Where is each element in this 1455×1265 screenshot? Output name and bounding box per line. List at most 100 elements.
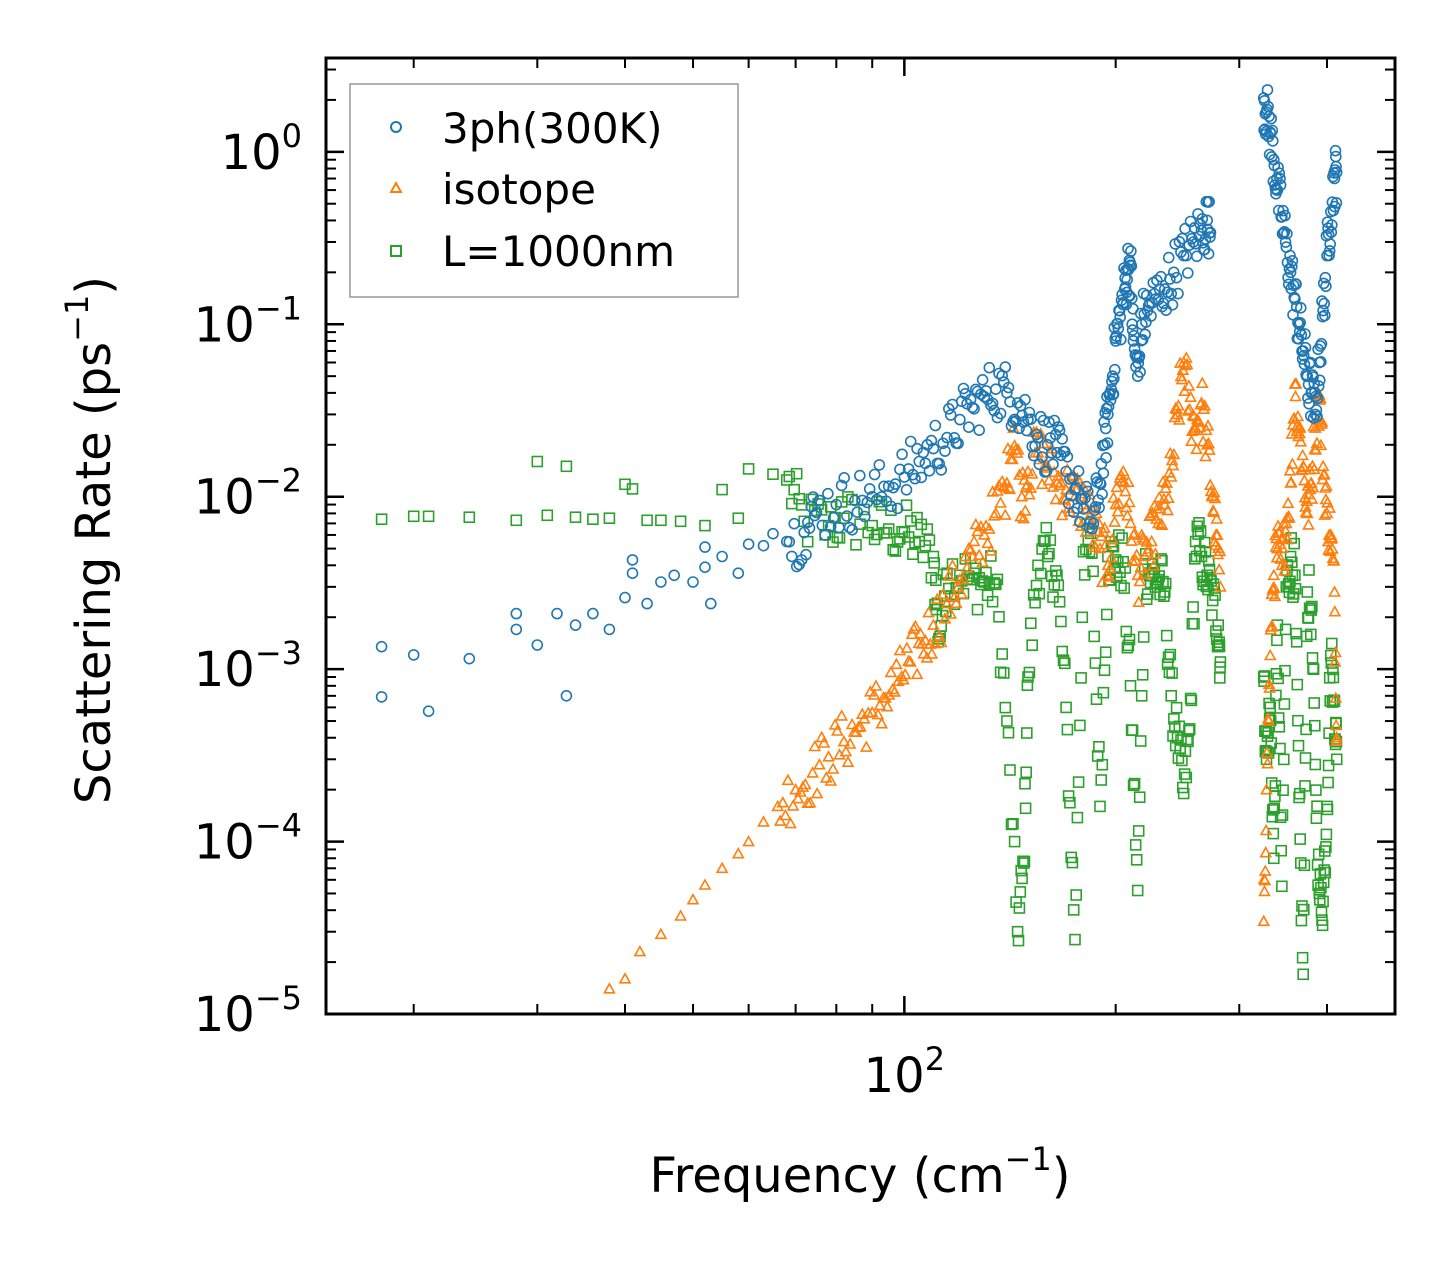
data-point-triangle — [1182, 379, 1196, 391]
data-point-square — [1001, 715, 1013, 727]
data-point-square — [1306, 600, 1318, 613]
data-point-square — [1172, 752, 1185, 764]
data-point-square — [842, 491, 854, 503]
data-point-circle — [1300, 370, 1313, 383]
data-point-square — [923, 534, 936, 546]
data-point-triangle — [1305, 492, 1319, 504]
data-point-square — [1310, 812, 1323, 825]
data-point-triangle — [822, 750, 835, 762]
data-point-circle — [1056, 433, 1068, 445]
data-point-square — [1296, 951, 1309, 964]
data-point-square — [531, 455, 544, 468]
x-tick-label: 102 — [864, 1040, 945, 1104]
data-point-square — [1088, 630, 1100, 643]
data-point-square — [1327, 663, 1339, 676]
data-point-triangle — [837, 734, 851, 747]
data-point-triangle — [1100, 568, 1114, 581]
data-point-circle — [911, 442, 923, 455]
data-point-square — [1074, 719, 1086, 732]
data-point-square — [1325, 657, 1338, 669]
data-point-square — [1319, 866, 1332, 879]
data-point-square — [1134, 735, 1147, 747]
data-point-circle — [1011, 397, 1024, 409]
data-point-square — [1318, 864, 1330, 876]
data-point-circle — [1317, 277, 1330, 290]
data-point-triangle — [1267, 568, 1281, 581]
data-point-triangle — [1284, 475, 1298, 488]
data-point-square — [1072, 776, 1085, 788]
data-point-triangle — [1181, 404, 1195, 416]
data-point-square — [1014, 886, 1027, 898]
data-point-square — [1307, 663, 1320, 676]
data-point-triangle — [1139, 567, 1153, 579]
data-point-square — [1320, 841, 1332, 853]
data-point-circle — [1183, 239, 1195, 251]
data-point-triangle — [798, 777, 812, 790]
x-tick-labels: 102 — [864, 1040, 945, 1104]
data-point-triangle — [1109, 497, 1123, 510]
data-point-triangle — [1142, 542, 1155, 554]
data-point-triangle — [984, 544, 998, 556]
data-point-circle — [937, 437, 949, 450]
data-point-triangle — [1269, 540, 1283, 552]
data-point-circle — [1153, 283, 1166, 296]
data-point-circle — [1286, 260, 1298, 273]
data-point-circle — [1311, 410, 1323, 423]
data-point-square — [985, 550, 997, 562]
data-point-square — [1293, 791, 1305, 804]
data-point-square — [1208, 582, 1221, 594]
data-point-triangle — [1291, 409, 1305, 422]
data-point-square — [1128, 777, 1141, 790]
data-point-triangle — [633, 944, 647, 957]
data-point-circle — [1330, 160, 1342, 173]
data-point-square — [780, 474, 793, 486]
x-axis-label: Frequency (cm−1) — [649, 1140, 1070, 1204]
data-point-triangle — [1103, 561, 1117, 574]
data-point-triangle — [898, 667, 912, 680]
data-point-circle — [1061, 450, 1074, 463]
data-point-circle — [375, 640, 388, 653]
data-point-triangle — [1193, 420, 1207, 433]
data-point-circle — [1323, 245, 1336, 257]
data-point-circle — [1261, 84, 1274, 96]
data-point-triangle — [871, 707, 885, 720]
data-point-triangle — [1203, 443, 1216, 455]
data-point-circle — [973, 424, 986, 437]
data-point-circle — [935, 464, 948, 476]
data-point-circle — [1084, 515, 1097, 528]
data-point-triangle — [967, 534, 981, 547]
data-point-triangle — [1316, 459, 1330, 472]
data-point-triangle — [1306, 480, 1320, 493]
data-point-triangle — [955, 587, 969, 599]
data-point-square — [587, 513, 599, 526]
data-point-square — [1025, 617, 1037, 630]
data-point-circle — [1203, 195, 1215, 208]
data-point-circle — [1315, 355, 1327, 368]
data-point-circle — [809, 509, 821, 522]
data-point-square — [1183, 724, 1195, 737]
data-point-square — [928, 557, 941, 569]
data-point-square — [1154, 588, 1166, 601]
data-point-circle — [704, 597, 717, 610]
data-point-square — [407, 510, 420, 523]
data-point-circle — [819, 529, 831, 541]
data-point-square — [1044, 534, 1057, 546]
data-point-circle — [999, 361, 1012, 373]
data-point-square — [1097, 686, 1110, 699]
data-point-circle — [626, 554, 639, 566]
data-point-triangle — [803, 796, 817, 808]
data-point-triangle — [810, 786, 824, 799]
data-point-triangle — [1180, 357, 1194, 370]
data-point-triangle — [845, 717, 859, 730]
data-point-triangle — [1323, 544, 1337, 557]
data-point-circle — [980, 385, 992, 397]
data-point-circle — [1319, 271, 1332, 284]
data-point-square — [1043, 547, 1055, 560]
data-point-square — [1019, 802, 1032, 815]
data-point-square — [1016, 872, 1028, 885]
data-point-circle — [856, 494, 869, 507]
data-point-triangle — [1260, 783, 1273, 795]
data-point-square — [1106, 539, 1119, 552]
data-point-circle — [1319, 309, 1331, 322]
data-point-triangle — [1197, 402, 1211, 415]
